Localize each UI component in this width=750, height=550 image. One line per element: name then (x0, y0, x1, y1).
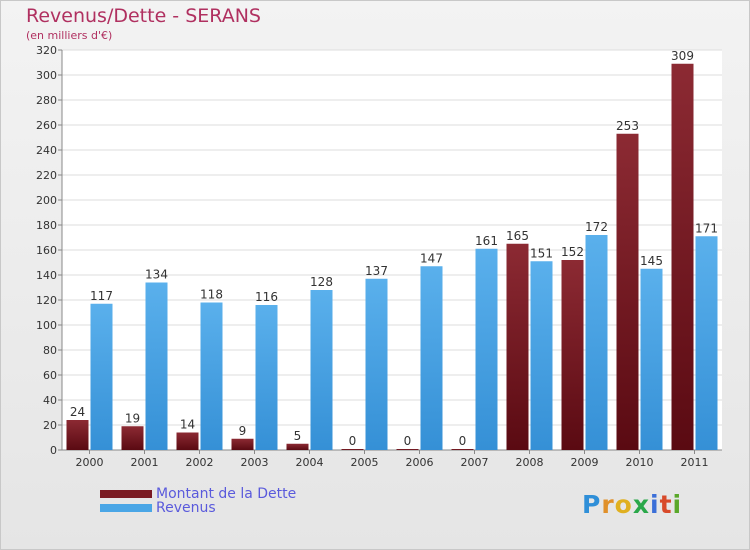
bar-revenus (310, 290, 333, 450)
data-label-dette: 9 (239, 424, 247, 438)
data-label-dette: 0 (404, 434, 412, 448)
y-axis: 0 20 40 60 80 100 120 140 160 180 200 220 240 260 280 3… (36, 44, 63, 457)
logo-letter: r (601, 490, 615, 519)
bar-dette (451, 449, 474, 450)
bar-dette (396, 449, 419, 450)
x-tick-label: 2001 (131, 456, 159, 469)
bar-revenus (365, 278, 388, 450)
y-tick-label: 280 (36, 94, 57, 107)
bar-dette (176, 432, 199, 450)
bar-revenus (145, 282, 168, 450)
proxiti-logo: Proxiti (582, 490, 682, 519)
bar-revenus (255, 305, 278, 450)
data-label-dette: 309 (671, 49, 694, 63)
data-label-dette: 19 (125, 411, 140, 425)
data-label-revenus: 117 (90, 289, 113, 303)
data-label-dette: 24 (70, 405, 85, 419)
legend-swatch-revenus (100, 504, 152, 512)
legend-label-revenus: Revenus (156, 500, 216, 516)
y-tick-label: 240 (36, 144, 57, 157)
bar-revenus (695, 236, 718, 450)
x-tick-label: 2003 (241, 456, 269, 469)
data-label-revenus: 145 (640, 254, 663, 268)
x-tick-label: 2000 (76, 456, 104, 469)
y-tick-label: 140 (36, 269, 57, 282)
y-tick-label: 180 (36, 219, 57, 232)
logo-letter: t (659, 490, 673, 519)
data-label-revenus: 134 (145, 268, 168, 282)
logo-letter: i (672, 490, 683, 519)
data-label-dette: 14 (180, 418, 195, 432)
bar-revenus (200, 302, 223, 450)
bar-revenus (530, 261, 553, 450)
legend-item-dette: Montant de la Dette (100, 486, 297, 502)
data-label-revenus: 128 (310, 275, 333, 289)
y-tick-label: 120 (36, 294, 57, 307)
y-tick-label: 0 (50, 444, 57, 457)
data-label-revenus: 172 (585, 220, 608, 234)
y-tick-label: 260 (36, 119, 57, 132)
bar-dette (121, 426, 144, 450)
x-tick-label: 2005 (351, 456, 379, 469)
data-label-revenus: 116 (255, 290, 278, 304)
data-label-revenus: 118 (200, 288, 223, 302)
bar-revenus (90, 303, 113, 450)
logo-letter: x (632, 490, 650, 519)
y-tick-label: 200 (36, 194, 57, 207)
bar-revenus (640, 268, 663, 450)
x-tick-label: 2008 (516, 456, 544, 469)
y-tick-label: 220 (36, 169, 57, 182)
logo-letter: i (650, 490, 660, 519)
bar-revenus (475, 248, 498, 450)
x-tick-label: 2010 (626, 456, 654, 469)
legend-label-dette: Montant de la Dette (156, 486, 297, 502)
bar-dette (66, 420, 89, 450)
x-tick-label: 2007 (461, 456, 489, 469)
data-label-dette: 5 (294, 429, 302, 443)
data-label-revenus: 147 (420, 251, 443, 265)
y-tick-label: 300 (36, 69, 57, 82)
y-tick-label: 160 (36, 244, 57, 257)
x-axis: 2000 2001 2002 2003 2004 2005 2006 2007 2008 2009… (62, 449, 722, 469)
bar-dette (231, 438, 254, 450)
data-label-revenus: 151 (530, 246, 553, 260)
grid-lines (62, 49, 722, 451)
legend-swatch-dette (100, 490, 152, 498)
bar-dette (561, 260, 584, 450)
data-label-dette: 253 (616, 119, 639, 133)
data-label-revenus: 137 (365, 264, 388, 278)
chart-title: Revenus/Dette - SERANS (26, 5, 261, 27)
y-tick-label: 20 (43, 419, 57, 432)
data-label-dette: 0 (459, 434, 467, 448)
bar-dette (341, 449, 364, 450)
y-tick-label: 40 (43, 394, 57, 407)
y-tick-label: 60 (43, 369, 57, 382)
data-label-dette: 165 (506, 229, 529, 243)
data-label-dette: 0 (349, 434, 357, 448)
y-tick-label: 100 (36, 319, 57, 332)
legend-item-revenus: Revenus (100, 500, 216, 516)
x-tick-label: 2006 (406, 456, 434, 469)
data-label-revenus: 161 (475, 234, 498, 248)
x-tick-label: 2002 (186, 456, 214, 469)
x-tick-label: 2004 (296, 456, 324, 469)
bar-dette (286, 443, 309, 450)
data-label-dette: 152 (561, 245, 584, 259)
logo-letter: o (614, 490, 633, 519)
chart-subtitle: (en milliers d'€) (26, 29, 113, 42)
data-label-revenus: 171 (695, 221, 718, 235)
bar-dette (506, 243, 529, 450)
bar-dette (616, 133, 639, 450)
bar-dette (671, 63, 694, 450)
bar-revenus (420, 266, 443, 450)
x-tick-label: 2009 (571, 456, 599, 469)
y-tick-label: 320 (36, 44, 57, 57)
bar-revenus (585, 235, 608, 450)
logo-letter: P (582, 490, 602, 519)
y-tick-label: 80 (43, 344, 57, 357)
bars (66, 63, 718, 450)
x-tick-label: 2011 (681, 456, 709, 469)
